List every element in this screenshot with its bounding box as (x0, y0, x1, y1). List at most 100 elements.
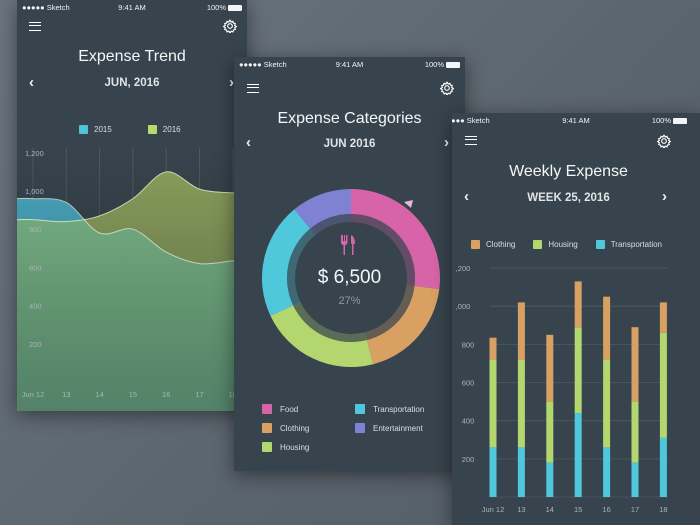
bar-transportation (574, 413, 582, 497)
x-tick-label: Jun 12 (22, 390, 45, 399)
legend-label: Transportation (373, 404, 425, 414)
bar-clothing (603, 296, 611, 360)
legend-swatch (355, 423, 365, 433)
bar-transportation (659, 437, 667, 497)
center-amount: $ 6,500 (317, 267, 382, 288)
period-label: JUN 2016 (323, 138, 376, 150)
donut-inner-shade (351, 214, 415, 287)
legend-label: Clothing (486, 240, 516, 249)
legend-swatch-2015 (79, 125, 88, 134)
legend-swatch-2016 (147, 125, 157, 134)
chevron-right-icon[interactable]: › (229, 74, 234, 91)
donut-chart (262, 189, 440, 367)
y-tick-label: ,200 (456, 264, 471, 273)
x-tick-label: 15 (129, 390, 137, 399)
legend-swatch (262, 442, 272, 452)
page-title: Expense Categories (277, 110, 422, 127)
hamburger-icon[interactable] (247, 84, 259, 93)
bar-housing (603, 359, 611, 448)
x-tick-label: 17 (195, 390, 203, 399)
x-tick-label: 13 (62, 390, 70, 399)
donut-inner-shade (293, 301, 367, 342)
period-label: WEEK 25, 2016 (527, 192, 610, 204)
status-bar: ●●●●● Sketch 9:41 AM 100% (234, 57, 465, 71)
fork-knife-icon (341, 235, 355, 255)
bar-housing (659, 332, 667, 438)
donut-slice-entertainment (294, 189, 351, 229)
donut-inner-shade (310, 214, 351, 235)
time: 9:41 AM (335, 60, 364, 69)
bar-housing (631, 401, 639, 463)
bar-transportation (631, 462, 639, 497)
donut-slice-transportation (262, 209, 311, 316)
legend-item-food: Food (262, 404, 298, 414)
line-2016 (17, 171, 247, 223)
chevron-left-icon[interactable]: ‹ (29, 74, 34, 91)
legend-item-transportation: Transportation (355, 404, 424, 414)
bar-housing (517, 359, 525, 448)
bar-transportation (489, 447, 497, 497)
bar-transportation (546, 462, 554, 497)
x-tick-label: 18 (229, 390, 237, 399)
x-tick-label: 14 (546, 505, 554, 514)
weekly-expense-screen: ,200 ,000 800 600 400 200 Jun 12 13 14 15 16 17 18 ●… (452, 113, 700, 525)
bar-clothing (659, 302, 667, 333)
chevron-left-icon[interactable]: ‹ (246, 134, 251, 151)
gear-icon[interactable] (223, 19, 237, 33)
expense-categories-screen: ●●●●● Sketch 9:41 AM 100% Expense Catego… (234, 57, 465, 471)
battery-text: 100% (651, 116, 671, 125)
y-tick-label: 1,000 (25, 187, 44, 196)
donut-inner-shade (364, 285, 415, 340)
stacked-bar-chart: ,200 ,000 800 600 400 200 Jun 12 13 14 15 16 17 18 (456, 264, 668, 514)
y-tick-label: 800 (462, 340, 475, 349)
carrier: ●●●●● Sketch (22, 3, 70, 12)
y-tick-label: 400 (462, 417, 475, 426)
area-fade (17, 150, 247, 411)
legend: 2015 2016 (79, 125, 181, 134)
battery-icon (673, 117, 687, 124)
donut-slice-food (351, 189, 440, 290)
center-percent: 27% (338, 295, 361, 307)
legend-swatch (262, 423, 272, 433)
legend-item-clothing: Clothing (262, 423, 309, 433)
gear-icon[interactable] (657, 134, 671, 148)
legend-label: 2016 (162, 125, 181, 134)
donut-inner-shade (287, 228, 316, 306)
legend-label: Housing (280, 442, 310, 452)
y-tick-label: 200 (29, 340, 42, 349)
donut-inner-ring-entertainment (310, 214, 351, 235)
bar-clothing (489, 337, 497, 360)
x-tick-label: 18 (659, 505, 667, 514)
time: 9:41 AM (118, 3, 146, 12)
area-chart: 1,200 1,000 800 600 400 200 Jun 12 13 14 15 16 17 18 (17, 148, 247, 411)
x-tick-label: 13 (517, 505, 525, 514)
hamburger-icon[interactable] (29, 22, 41, 31)
chevron-left-icon[interactable]: ‹ (464, 188, 469, 205)
expense-trend-screen: 1,200 1,000 800 600 400 200 Jun 12 13 14 15 16 17 18… (17, 0, 247, 411)
chevron-right-icon[interactable]: › (662, 188, 667, 205)
legend-swatch (355, 404, 365, 414)
gear-icon[interactable] (440, 81, 454, 95)
donut-inner-ring-clothing (364, 285, 415, 340)
bar-housing (574, 327, 582, 414)
line-2015 (17, 197, 247, 265)
bar-clothing (631, 327, 639, 402)
y-tick-label: ,000 (456, 302, 471, 311)
selection-marker (404, 200, 413, 208)
legend-label: Transportation (610, 240, 663, 249)
bar-housing (546, 401, 554, 463)
x-tick-label: 14 (95, 390, 103, 399)
donut-inner-ring-transportation (287, 228, 316, 306)
page-title: Expense Trend (78, 48, 186, 65)
y-tick-label: 600 (462, 379, 475, 388)
legend-label: 2015 (94, 125, 112, 134)
bar-clothing (546, 334, 554, 402)
legend-item-entertainment: Entertainment (355, 423, 423, 433)
legend-label: Housing (548, 240, 578, 249)
bar-transportation (517, 447, 525, 497)
status-bar: ●●●●● Sketch 9:41 AM 100% (452, 113, 700, 127)
page-title: Weekly Expense (509, 163, 628, 180)
battery-icon (228, 4, 242, 11)
hamburger-icon[interactable] (465, 136, 477, 145)
chevron-right-icon[interactable]: › (444, 134, 449, 151)
